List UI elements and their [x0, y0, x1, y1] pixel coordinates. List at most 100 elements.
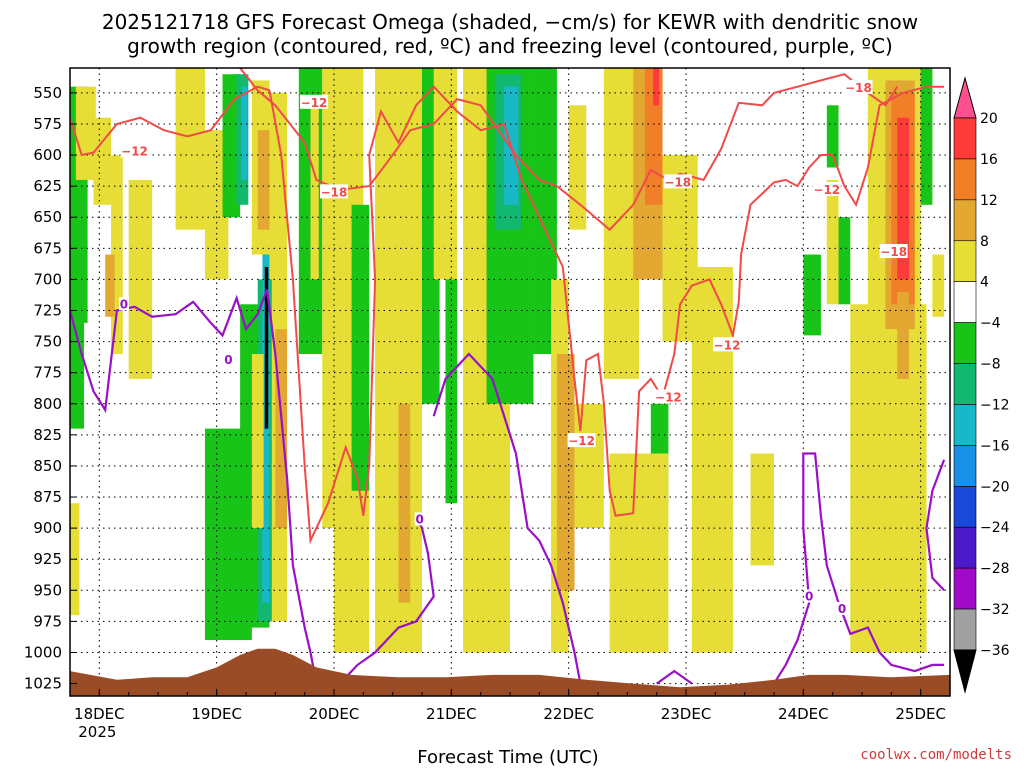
dgz-label-bg [879, 244, 908, 259]
colorbar-tick-label: −8 [980, 357, 1001, 373]
pressure-tick-label: 750 [33, 333, 62, 351]
freezing-contour-line [925, 459, 946, 592]
chart-title-line2: growth region (contoured, red, ºC) and f… [127, 34, 893, 58]
omega-cell [111, 155, 123, 355]
dgz-label-bg [300, 94, 329, 109]
colorbar-segment [953, 486, 977, 528]
colorbar-segment [953, 240, 977, 282]
dgz-label-bg [663, 174, 692, 189]
colorbar-segment [953, 526, 977, 569]
omega-cell [653, 68, 660, 106]
omega-cell [310, 105, 319, 280]
colorbar-bottom-arrow [953, 649, 977, 694]
dgz-contour-label: −12 [655, 391, 682, 405]
colorbar-tick-label: 12 [980, 193, 998, 209]
time-tick-label: 22DEC [543, 705, 594, 723]
omega-cell [838, 217, 851, 305]
omega-cell [445, 279, 458, 504]
colorbar-tick-label: 16 [980, 152, 998, 168]
colorbar-segment [953, 281, 977, 323]
omega-cell [105, 254, 115, 317]
freezing-contour-label: 0 [224, 353, 232, 367]
colorbar-tick-label: 4 [980, 275, 989, 291]
pressure-tick-label: 675 [33, 239, 62, 257]
terrain-fill [70, 648, 950, 696]
time-tick-label: 25DEC [895, 705, 946, 723]
pressure-tick-label: 600 [33, 146, 62, 164]
omega-cell [257, 130, 270, 230]
freezing-contours: 0 0 0 0 0 [70, 289, 946, 685]
dgz-label-bg [120, 143, 149, 158]
omega-cell [932, 254, 945, 317]
omega-cell [897, 117, 909, 280]
pressure-tick-label: 950 [33, 581, 62, 599]
omega-cell [826, 105, 839, 168]
time-tick-label: 18DEC [74, 705, 125, 723]
pressure-tick-label: 1000 [24, 643, 62, 661]
dgz-contour-label: −18 [880, 245, 907, 259]
pressure-tick-label: 650 [33, 208, 62, 226]
omega-cell [603, 68, 640, 379]
dgz-contour-label: −12 [301, 96, 328, 110]
pressure-tick-label: 900 [33, 519, 62, 537]
freezing-contour-label: 0 [120, 297, 128, 311]
freezing-contour-line [773, 452, 945, 685]
dgz-contour-label: −18 [664, 175, 691, 189]
dgz-contour-line [70, 85, 945, 545]
colorbar-segment [953, 199, 977, 242]
colorbar-tick-label: −28 [980, 561, 1010, 577]
omega-cell [275, 329, 288, 529]
freezing-label-bg [118, 297, 129, 311]
omega-cell [556, 354, 575, 591]
freezing-contour-label: 0 [415, 512, 423, 526]
colorbar-segment [953, 322, 977, 364]
pressure-tick-label: 975 [33, 612, 62, 630]
pressure-tick-label: 775 [33, 364, 62, 382]
pressure-tick-label: 850 [33, 457, 62, 475]
dgz-label-bg [320, 184, 348, 199]
dgz-label-bg [654, 389, 683, 404]
time-tick-label: 19DEC [191, 705, 242, 723]
omega-cell [241, 86, 248, 180]
colorbar-segment [953, 117, 977, 160]
time-tick-label: 21DEC [426, 705, 477, 723]
freezing-label-bg [804, 589, 815, 603]
dgz-contour-label: −12 [813, 183, 840, 197]
omega-cell [351, 204, 370, 529]
omega-cell [609, 453, 669, 653]
colorbar-tick-label: −36 [980, 643, 1010, 659]
freezing-contour-label: 0 [805, 590, 813, 604]
freezing-contour-line [656, 669, 693, 685]
omega-cell [204, 130, 229, 280]
dgz-contour-label: −12 [714, 338, 741, 352]
omega-cell [433, 68, 458, 280]
omega-cell [897, 291, 909, 379]
time-tick-year: 2025 [78, 723, 116, 741]
pressure-tick-label: 875 [33, 488, 62, 506]
dgz-label-bg [812, 181, 841, 196]
grid [70, 68, 950, 696]
time-tick-label: 20DEC [309, 705, 360, 723]
colorbar-segment [953, 404, 977, 446]
colorbar-segment [953, 363, 977, 405]
freezing-label-bg [837, 601, 848, 615]
pressure-tick-label: 925 [33, 550, 62, 568]
pressure-tick-label: 1025 [24, 675, 62, 693]
omega-cell [251, 354, 264, 529]
x-axis-title: Forecast Time (UTC) [417, 747, 598, 768]
time-tick-label: 23DEC [661, 705, 712, 723]
omega-cell [750, 453, 774, 566]
pressure-tick-label: 625 [33, 177, 62, 195]
omega-cell [398, 403, 411, 603]
omega-cell [269, 92, 288, 305]
freezing-label-bg [414, 512, 425, 526]
colorbar-tick-label: −32 [980, 602, 1010, 618]
colorbar-tick-label: −24 [980, 520, 1010, 536]
dgz-label-bg [713, 337, 742, 352]
colorbar-segment [953, 445, 977, 487]
colorbar-segment [953, 158, 977, 201]
chart-title-line1: 2025121718 GFS Forecast Omega (shaded, −… [102, 10, 918, 34]
pressure-axis: 550 575 600 625 650 675 700 725 750 775 800 825 850 8… [24, 84, 77, 693]
